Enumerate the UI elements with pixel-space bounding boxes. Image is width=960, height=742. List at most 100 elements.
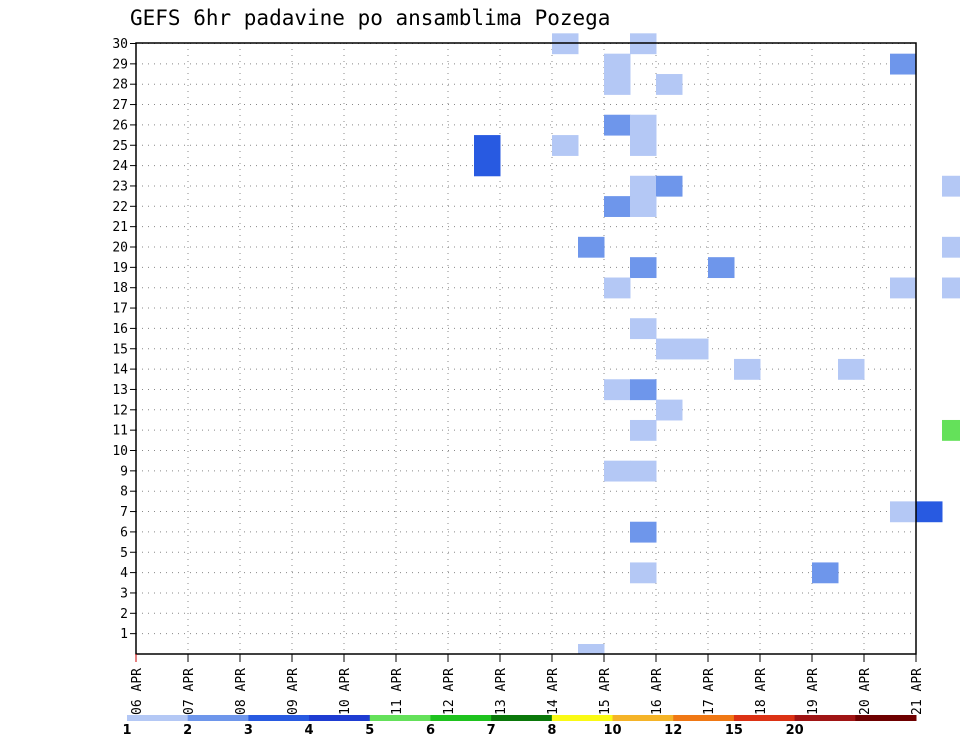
colorbar-label: 4 (305, 723, 314, 738)
heatmap-cell (630, 196, 657, 217)
colorbar-segment (491, 715, 553, 721)
x-tick-label: 10 APR (338, 668, 353, 715)
colorbar-label: 20 (786, 723, 804, 738)
chart-title: GEFS 6hr padavine po ansamblima Pozega (130, 6, 611, 30)
y-tick-label: 25 (112, 139, 128, 154)
heatmap-cell (942, 277, 960, 299)
heatmap-cell (578, 644, 605, 654)
x-tick-label: 11 APR (390, 668, 405, 715)
heatmap-cell (604, 114, 631, 136)
y-tick-label: 18 (112, 281, 128, 296)
y-tick-label: 26 (112, 118, 128, 133)
y-tick-label: 20 (112, 241, 128, 256)
heatmap-cell (916, 501, 943, 523)
x-tick-label: 18 APR (754, 668, 769, 715)
colorbar-segment (612, 715, 674, 721)
y-tick-label: 6 (120, 525, 128, 540)
colorbar-label: 3 (244, 723, 253, 738)
x-tick-label: 09 APR (286, 668, 301, 715)
heatmap-cell (578, 236, 605, 258)
heatmap-cell (630, 562, 657, 584)
x-tick-label: 19 APR (806, 668, 821, 715)
heatmap-cell (630, 175, 657, 197)
y-tick-label: 1 (120, 627, 128, 642)
y-tick-label: 7 (120, 505, 128, 520)
y-tick-label: 14 (112, 363, 128, 378)
x-tick-label: 15 APR (598, 668, 613, 715)
heatmap-cell (474, 135, 501, 156)
x-tick-label: 14 APR (546, 668, 561, 715)
heatmap-cell (942, 236, 960, 258)
colorbar-legend: 1 2 3 4 5 6 7 8 10 12 15 20 (122, 715, 917, 738)
heatmap-cell (838, 358, 865, 380)
colorbar-segment (369, 715, 431, 721)
heatmap-cell (604, 53, 631, 75)
y-tick-label: 19 (112, 261, 128, 276)
heatmap-cell (630, 419, 657, 441)
colorbar-label: 8 (547, 723, 556, 738)
colorbar-segment (673, 715, 735, 721)
y-tick-label: 28 (112, 78, 128, 93)
x-tick-label: 21 APR (910, 668, 925, 715)
x-tick-label: 16 APR (650, 668, 665, 715)
y-tick-label: 11 (112, 424, 128, 439)
y-tick-label: 13 (112, 383, 128, 398)
colorbar-segment (127, 715, 189, 721)
axes: 1234567891011121314151617181920212223242… (112, 37, 925, 715)
colorbar-segment (794, 715, 856, 721)
x-tick-label: 17 APR (702, 668, 717, 715)
colorbar-segment (309, 715, 371, 721)
colorbar-label: 1 (122, 723, 131, 738)
colorbar-segment (855, 715, 917, 721)
heatmap-cell (604, 460, 631, 482)
colorbar-label: 12 (664, 723, 682, 738)
heatmap-cell (656, 338, 683, 360)
heatmap-cell (630, 379, 657, 401)
heatmap-cells (474, 33, 960, 654)
colorbar-label: 5 (365, 723, 374, 738)
colorbar-label: 7 (487, 723, 496, 738)
colorbar-label: 2 (183, 723, 192, 738)
heatmap-cell (812, 562, 839, 584)
y-tick-label: 21 (112, 220, 128, 235)
y-tick-label: 2 (120, 607, 128, 622)
y-tick-label: 22 (112, 200, 128, 215)
heatmap-cell (656, 175, 683, 197)
colorbar-segment (733, 715, 796, 721)
heatmap-cell (604, 74, 631, 95)
x-tick-label: 07 APR (182, 668, 197, 715)
heatmap-cell (890, 53, 917, 75)
y-tick-label: 16 (112, 322, 128, 337)
heatmap-cell (942, 419, 960, 441)
heatmap-cell (630, 135, 657, 156)
heatmap-cell (630, 460, 657, 482)
heatmap-cell (552, 135, 579, 156)
y-tick-label: 23 (112, 179, 128, 194)
x-tick-label: 13 APR (494, 668, 509, 715)
colorbar-label: 10 (603, 723, 621, 738)
y-tick-label: 27 (112, 98, 128, 113)
y-tick-label: 5 (120, 546, 128, 561)
colorbar-label: 15 (725, 723, 743, 738)
y-tick-label: 24 (112, 159, 128, 174)
heatmap-cell (890, 277, 917, 299)
heatmap-cell (682, 338, 709, 360)
x-tick-label: 08 APR (234, 668, 249, 715)
colorbar-segment (430, 715, 492, 721)
y-tick-label: 3 (120, 586, 128, 601)
colorbar-segment (248, 715, 310, 721)
y-tick-label: 17 (112, 302, 128, 317)
heatmap-cell (656, 399, 683, 421)
x-tick-label: 20 APR (858, 668, 873, 715)
heatmap-cell (942, 175, 960, 197)
heatmap-cell (630, 114, 657, 136)
heatmap-cell (890, 501, 917, 523)
y-tick-label: 12 (112, 403, 128, 418)
x-tick-label: 12 APR (442, 668, 457, 715)
heatmap-cell (630, 257, 657, 279)
y-tick-label: 29 (112, 57, 128, 72)
heatmap-cell (708, 257, 735, 279)
gridlines (136, 43, 916, 654)
heatmap-cell (604, 379, 631, 401)
